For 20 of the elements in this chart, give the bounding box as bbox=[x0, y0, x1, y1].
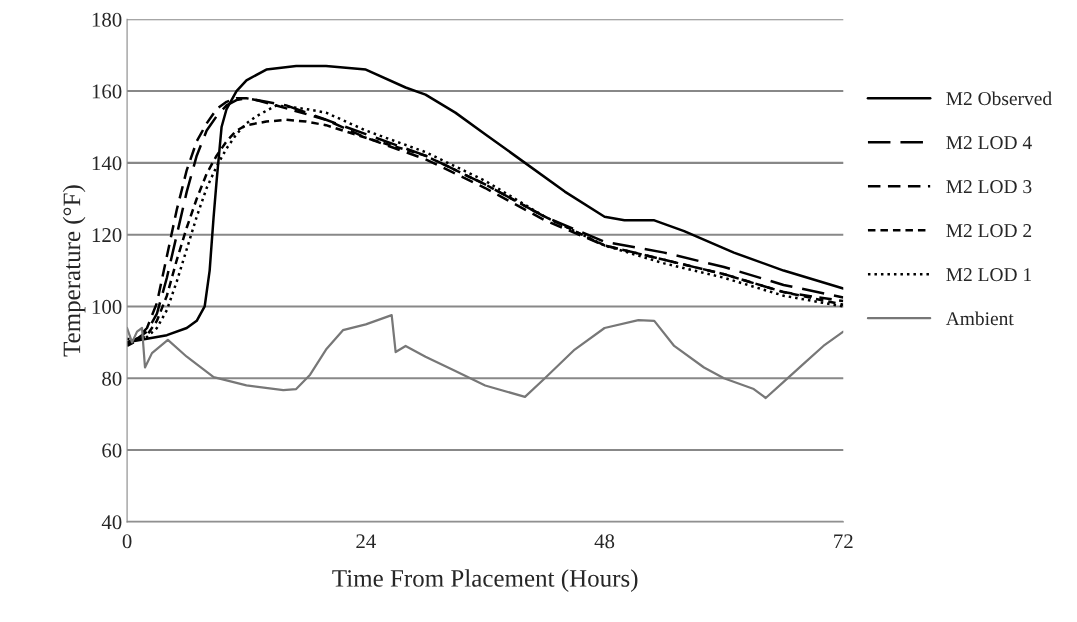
x-tick-label: 24 bbox=[356, 534, 376, 549]
x-tick-label: 72 bbox=[834, 534, 853, 549]
y-axis-title: Temperature (°F) bbox=[62, 185, 86, 357]
legend-label: M2 LOD 2 bbox=[946, 224, 1032, 238]
y-tick-label: 180 bbox=[92, 12, 122, 27]
legend-label: M2 LOD 4 bbox=[946, 136, 1032, 150]
legend-label: M2 LOD 3 bbox=[946, 180, 1032, 194]
x-tick-label: 0 bbox=[122, 534, 132, 549]
y-tick-label: 140 bbox=[92, 156, 122, 171]
y-tick-label: 80 bbox=[102, 371, 122, 386]
legend-label: M2 Observed bbox=[946, 91, 1052, 106]
legend-label: M2 LOD 1 bbox=[946, 268, 1031, 282]
y-tick-label: 160 bbox=[92, 84, 122, 99]
y-tick-label: 60 bbox=[102, 443, 122, 458]
x-axis-title: Time From Placement (Hours) bbox=[332, 569, 638, 592]
x-tick-label: 48 bbox=[594, 534, 615, 549]
y-tick-label: 120 bbox=[92, 228, 122, 243]
y-tick-label: 40 bbox=[101, 515, 122, 530]
legend-label: Ambient bbox=[945, 311, 1014, 326]
y-tick-label: 100 bbox=[92, 299, 122, 314]
